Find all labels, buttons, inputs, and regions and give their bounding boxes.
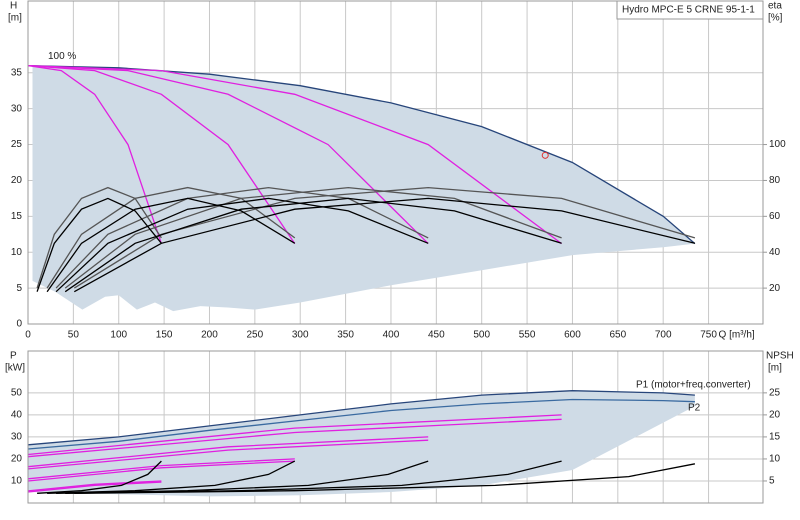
y2-tick-label: 60 (769, 211, 781, 222)
secondary-curve (46, 197, 296, 293)
x-tick-label: 350 (337, 330, 354, 341)
x-tick-label: 150 (156, 330, 173, 341)
secondary-curve (74, 463, 696, 494)
y-unit: [kW] (5, 363, 25, 374)
y-tick-label: 30 (11, 432, 23, 443)
x-tick-label: 400 (383, 330, 400, 341)
curve (27, 439, 429, 470)
y-tick-label: 30 (11, 103, 23, 114)
curve (27, 64, 163, 244)
y2-tick-label: 40 (769, 247, 781, 258)
secondary-curve (73, 197, 696, 293)
x-tick-label: 0 (25, 330, 31, 341)
y-tick-label: 15 (11, 211, 23, 222)
curve (27, 64, 562, 245)
y-label: P (10, 351, 17, 362)
secondary-curve (64, 186, 562, 289)
curve (27, 418, 562, 458)
y2-tick-label: 10 (769, 454, 781, 465)
curve (27, 64, 429, 245)
secondary-curve (64, 197, 562, 293)
x-tick-label: 600 (564, 330, 581, 341)
annotation: P2 (688, 403, 701, 414)
secondary-curve (36, 197, 162, 292)
duty-point (541, 151, 549, 159)
y-tick-label: 50 (11, 387, 23, 398)
secondary-curve (37, 460, 162, 494)
y2-unit: [m] (768, 363, 782, 374)
annotation: 100 % (48, 51, 76, 62)
y-tick-label: 10 (11, 476, 23, 487)
y-tick-label: 20 (11, 454, 23, 465)
y-tick-label: 0 (16, 319, 22, 330)
title-box (616, 0, 764, 20)
annotation: P1 (motor+freq.converter) (636, 380, 751, 391)
x-tick-label: 700 (655, 330, 672, 341)
x-tick-label: 200 (201, 330, 218, 341)
secondary-curve (55, 197, 429, 293)
y2-tick-label: 100 (769, 139, 786, 150)
curve (27, 414, 562, 456)
x-tick-label: 450 (428, 330, 445, 341)
y-tick-label: 20 (11, 175, 23, 186)
x-tick-label: 250 (247, 330, 264, 341)
chart-title: Hydro MPC-E 5 CRNE 95-1-1 (622, 5, 755, 16)
y2-unit: [%] (768, 13, 783, 24)
secondary-curve (46, 186, 296, 289)
y2-tick-label: 20 (769, 410, 781, 421)
operating-range (32, 65, 695, 312)
curve (27, 436, 429, 468)
x-tick-label: 500 (473, 330, 490, 341)
secondary-curve (47, 460, 296, 494)
y-tick-label: 40 (11, 410, 23, 421)
y-tick-label: 5 (16, 283, 22, 294)
y-unit: [m] (8, 13, 22, 24)
curve (27, 480, 162, 492)
x-tick-label: 100 (110, 330, 127, 341)
curve (27, 64, 296, 244)
y2-tick-label: 80 (769, 175, 781, 186)
y2-tick-label: 15 (769, 432, 781, 443)
curve (27, 460, 295, 482)
curve (27, 481, 162, 493)
y-tick-label: 25 (11, 139, 23, 150)
y2-tick-label: 20 (769, 283, 781, 294)
y2-label: NPSH (766, 351, 794, 362)
curve (27, 390, 695, 446)
y-label: H (10, 1, 17, 12)
y2-label: eta (768, 1, 782, 12)
secondary-curve (73, 186, 696, 289)
y-tick-label: 10 (11, 247, 23, 258)
plot-frame (27, 0, 764, 325)
y2-tick-label: 25 (769, 387, 781, 398)
x-tick-label: 650 (609, 330, 626, 341)
x-axis-label: Q [m³/h] (719, 330, 755, 341)
x-tick-label: 550 (519, 330, 536, 341)
y2-tick-label: 5 (769, 476, 775, 487)
x-tick-label: 300 (292, 330, 309, 341)
secondary-curve (36, 186, 162, 289)
x-tick-label: 50 (68, 330, 80, 341)
curve (27, 398, 695, 450)
plot-frame (27, 350, 764, 504)
y-tick-label: 35 (11, 67, 23, 78)
curve (27, 458, 295, 480)
secondary-curve (55, 186, 429, 289)
x-tick-label: 750 (700, 330, 717, 341)
